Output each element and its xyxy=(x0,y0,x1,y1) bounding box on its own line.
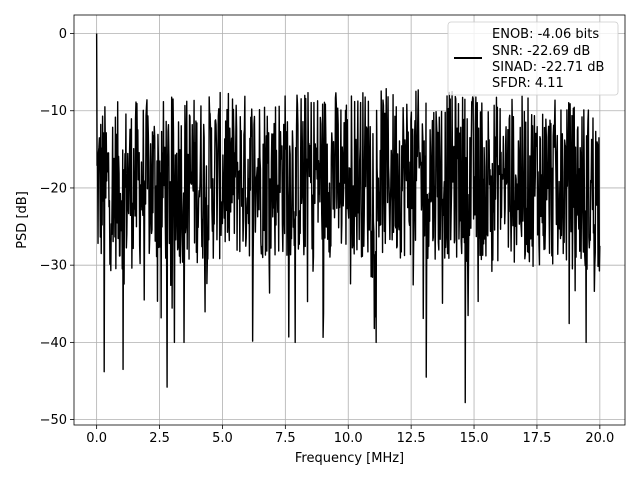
x-tick-label: 17.5 xyxy=(522,431,551,446)
x-tick-label: 5.0 xyxy=(212,431,233,446)
axes-frame xyxy=(73,14,626,426)
psd-trace xyxy=(95,33,601,404)
legend-entry-sinad: SINAD: -22.71 dB xyxy=(492,60,604,75)
y-tick-label: −30 xyxy=(40,259,67,274)
x-tick-label: 10.0 xyxy=(334,431,363,446)
legend: ENOB: -4.06 bits SNR: -22.69 dB SINAD: -… xyxy=(447,21,619,96)
x-axis-ticks: 0.0 2.5 5.0 7.5 10.0 12.5 15.0 17.5 20.0 xyxy=(86,425,614,446)
legend-entry-enob: ENOB: -4.06 bits xyxy=(492,27,599,42)
y-tick-label: 0 xyxy=(59,27,67,42)
x-tick-label: 20.0 xyxy=(585,431,614,446)
legend-box xyxy=(447,21,619,96)
legend-entry-sfdr: SFDR: 4.11 xyxy=(492,76,564,91)
y-tick-label: −20 xyxy=(40,181,67,196)
x-axis-label: Frequency [MHz] xyxy=(295,451,404,466)
y-tick-label: −10 xyxy=(40,104,67,119)
x-tick-label: 12.5 xyxy=(397,431,426,446)
y-tick-label: −50 xyxy=(40,413,67,428)
y-axis-label: PSD [dB] xyxy=(15,191,30,249)
legend-entry-snr: SNR: -22.69 dB xyxy=(492,44,590,59)
x-tick-label: 2.5 xyxy=(149,431,170,446)
y-tick-label: −40 xyxy=(40,336,67,351)
x-tick-label: 15.0 xyxy=(460,431,489,446)
x-tick-label: 7.5 xyxy=(275,431,296,446)
x-tick-label: 0.0 xyxy=(86,431,107,446)
psd-series-line xyxy=(95,33,601,404)
y-axis-ticks: 0 −10 −20 −30 −40 −50 xyxy=(40,27,74,428)
